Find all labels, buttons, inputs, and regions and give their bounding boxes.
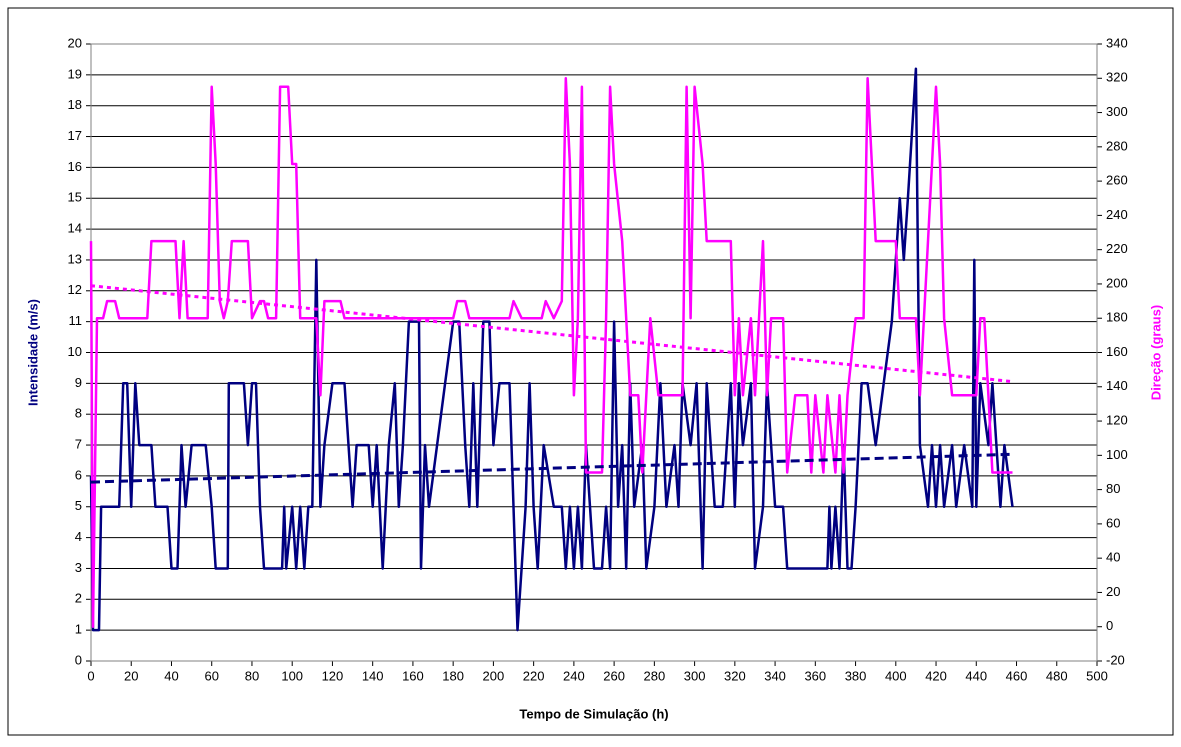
y-tick-label: 20	[68, 35, 82, 50]
x-tick-label: 240	[563, 668, 585, 683]
y-tick-label: 14	[68, 221, 82, 236]
y-tick-label: 18	[68, 97, 82, 112]
x-tick-label: 360	[804, 668, 826, 683]
x-tick-label: 380	[845, 668, 867, 683]
x-tick-label: 40	[164, 668, 178, 683]
y2-tick-label: 80	[1106, 481, 1120, 496]
y2-tick-label: 120	[1106, 412, 1128, 427]
y-tick-label: 5	[75, 498, 82, 513]
y2-tick-label: 160	[1106, 344, 1128, 359]
y2-tick-label: 60	[1106, 515, 1120, 530]
x-tick-label: 60	[204, 668, 218, 683]
y-axis-label: Intensidade (m/s)	[25, 299, 40, 406]
x-tick-label: 0	[87, 668, 94, 683]
y2-tick-label: 100	[1106, 447, 1128, 462]
y-tick-label: 4	[75, 529, 82, 544]
y2-tick-label: 20	[1106, 584, 1120, 599]
x-tick-label: 100	[281, 668, 303, 683]
y2-tick-label: 300	[1106, 104, 1128, 119]
x-tick-label: 80	[245, 668, 259, 683]
y-tick-label: 17	[68, 128, 82, 143]
data-line	[89, 67, 1014, 632]
y-tick-label: 10	[68, 344, 82, 359]
y-tick-label: 16	[68, 159, 82, 174]
x-tick-label: 460	[1006, 668, 1028, 683]
y-tick-label: 19	[68, 66, 82, 81]
y2-axis-label: Direção (graus)	[1148, 305, 1163, 400]
y-tick-label: 15	[68, 190, 82, 205]
x-tick-label: 420	[925, 668, 947, 683]
x-tick-label: 500	[1086, 668, 1108, 683]
x-tick-label: 400	[885, 668, 907, 683]
y-tick-label: 12	[68, 282, 82, 297]
y2-tick-label: 260	[1106, 173, 1128, 188]
x-tick-label: 20	[124, 668, 138, 683]
y2-tick-label: 180	[1106, 310, 1128, 325]
chart-frame	[7, 7, 1174, 736]
x-tick-label: 140	[362, 668, 384, 683]
x-tick-label: 220	[523, 668, 545, 683]
y-tick-label: 3	[75, 560, 82, 575]
y-tick-label: 7	[75, 436, 82, 451]
y2-tick-label: 220	[1106, 241, 1128, 256]
x-tick-label: 280	[644, 668, 666, 683]
x-tick-label: 320	[724, 668, 746, 683]
x-tick-label: 340	[764, 668, 786, 683]
y-tick-label: 11	[69, 313, 83, 328]
x-tick-label: 160	[402, 668, 424, 683]
y-tick-label: 0	[75, 652, 82, 667]
y2-tick-label: 200	[1106, 275, 1128, 290]
trend-line	[90, 284, 1013, 384]
y2-tick-label: 340	[1106, 35, 1128, 50]
y2-tick-label: 240	[1106, 207, 1128, 222]
y2-tick-label: 280	[1106, 138, 1128, 153]
x-tick-label: 480	[1046, 668, 1068, 683]
y-tick-label: 6	[75, 467, 82, 482]
y-tick-label: 1	[75, 622, 82, 637]
y2-tick-label: 320	[1106, 70, 1128, 85]
y2-tick-label: 40	[1106, 550, 1120, 565]
x-tick-label: 200	[483, 668, 505, 683]
x-tick-label: 440	[965, 668, 987, 683]
y2-tick-label: -20	[1106, 652, 1125, 667]
x-tick-label: 120	[322, 668, 344, 683]
x-tick-label: 180	[442, 668, 464, 683]
y-tick-label: 2	[75, 591, 82, 606]
y2-tick-label: 0	[1106, 618, 1113, 633]
y-tick-label: 9	[75, 375, 82, 390]
x-tick-label: 300	[684, 668, 706, 683]
y-tick-label: 13	[68, 251, 82, 266]
y-tick-label: 8	[75, 406, 82, 421]
x-tick-label: 260	[603, 668, 625, 683]
y2-tick-label: 140	[1106, 378, 1128, 393]
x-axis-label: Tempo de Simulação (h)	[519, 706, 668, 721]
